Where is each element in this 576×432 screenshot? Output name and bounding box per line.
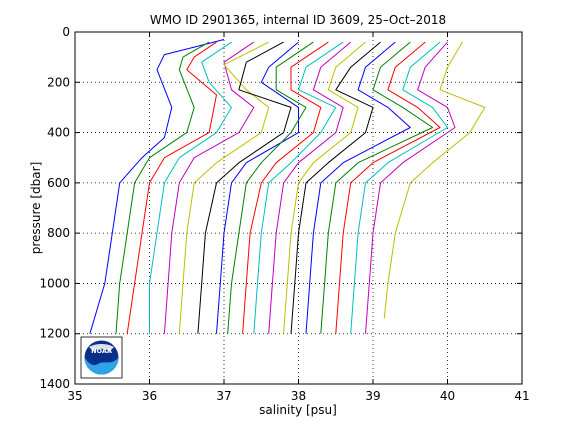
profile-line-6 (178, 41, 270, 334)
profile-line-19 (365, 41, 456, 334)
y-tick-label: 200 (47, 75, 70, 89)
profile-line-3 (126, 41, 217, 334)
profile-line-8 (216, 41, 299, 334)
y-tick-label: 1200 (39, 327, 70, 341)
y-tick-label: 600 (47, 176, 70, 190)
x-tick-label: 38 (291, 389, 306, 403)
profile-line-15 (305, 41, 411, 334)
profile-line-2 (115, 41, 210, 334)
profile-line-7 (197, 41, 292, 334)
chart-title: WMO ID 2901365, internal ID 3609, 25–Oct… (150, 13, 446, 27)
profile-line-1 (89, 39, 225, 334)
noaa-logo-text: NOAA (91, 347, 112, 355)
y-axis-label: pressure [dbar] (29, 162, 43, 255)
x-tick-label: 35 (67, 389, 82, 403)
profile-line-10 (242, 41, 329, 334)
profile-line-16 (320, 41, 434, 334)
profile-line-4 (149, 41, 232, 334)
y-tick-label: 400 (47, 126, 70, 140)
profile-line-14 (290, 41, 381, 334)
profile-line-17 (335, 41, 441, 334)
y-tick-label: 1000 (39, 276, 70, 290)
profile-line-9 (227, 41, 314, 334)
x-tick-labels: 35 36 37 38 39 40 41 (67, 389, 529, 403)
series-layer (89, 39, 486, 334)
x-tick-label: 40 (440, 389, 455, 403)
y-tick-label: 0 (62, 25, 70, 39)
x-axis-label: salinity [psu] (259, 403, 337, 417)
y-tick-label: 800 (47, 226, 70, 240)
profile-line-13 (283, 41, 366, 334)
profile-line-11 (253, 41, 344, 334)
profile-line-18 (350, 41, 448, 334)
axis-ticks (74, 31, 523, 385)
noaa-logo: NOAA (80, 336, 123, 379)
x-tick-label: 39 (365, 389, 380, 403)
profile-line-5 (163, 41, 255, 334)
profile-line-20 (383, 41, 486, 319)
x-tick-label: 37 (216, 389, 231, 403)
y-tick-label: 1400 (39, 377, 70, 391)
y-tick-labels: 0 200 400 600 800 1000 1200 1400 (39, 25, 70, 391)
x-tick-label: 36 (142, 389, 157, 403)
profile-line-12 (268, 41, 352, 334)
x-tick-label: 41 (514, 389, 529, 403)
